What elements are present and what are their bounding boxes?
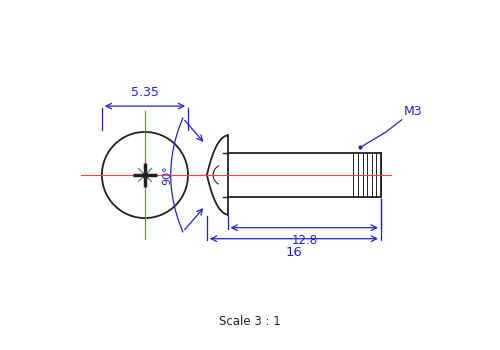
Text: 16: 16 <box>286 246 302 259</box>
Text: M3: M3 <box>404 105 422 118</box>
Text: 90°: 90° <box>162 165 172 185</box>
Text: Scale 3 : 1: Scale 3 : 1 <box>219 315 281 328</box>
Text: 12.8: 12.8 <box>291 234 318 247</box>
Text: 5.35: 5.35 <box>131 85 159 99</box>
